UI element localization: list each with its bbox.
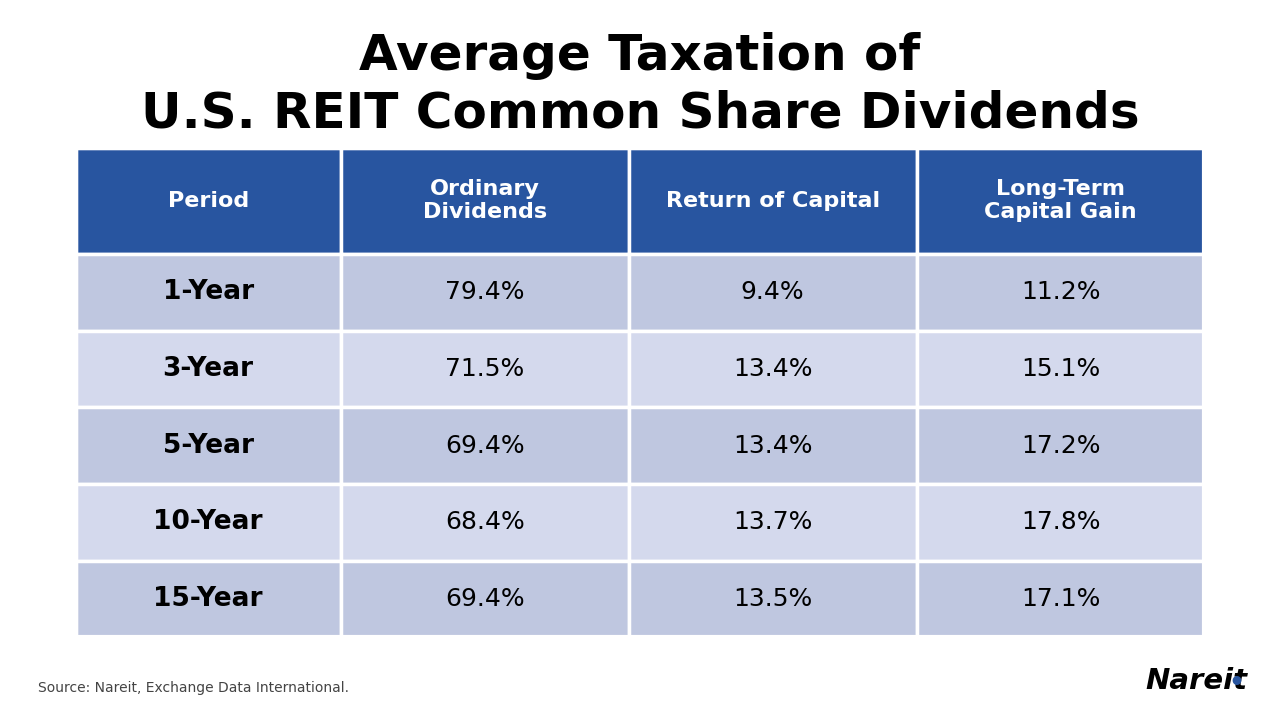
Text: 11.2%: 11.2% [1020,281,1101,305]
Text: 17.2%: 17.2% [1020,433,1101,458]
Text: Average Taxation of
U.S. REIT Common Share Dividends: Average Taxation of U.S. REIT Common Sha… [141,32,1139,138]
Text: Return of Capital: Return of Capital [666,191,879,211]
Text: 71.5%: 71.5% [445,357,525,381]
Text: 68.4%: 68.4% [445,510,525,534]
Text: 69.4%: 69.4% [445,433,525,458]
Text: Nareit: Nareit [1146,667,1248,695]
Text: 13.4%: 13.4% [733,357,813,381]
Text: Long-Term
Capital Gain: Long-Term Capital Gain [984,179,1137,222]
Text: 13.4%: 13.4% [733,433,813,458]
Text: 13.5%: 13.5% [733,587,813,611]
Text: •: • [1229,671,1244,695]
Text: 79.4%: 79.4% [445,281,525,305]
Text: 1-Year: 1-Year [163,279,253,305]
Text: Source: Nareit, Exchange Data International.: Source: Nareit, Exchange Data Internatio… [38,681,349,695]
Text: 3-Year: 3-Year [163,356,253,382]
Text: 13.7%: 13.7% [733,510,813,534]
Text: Ordinary
Dividends: Ordinary Dividends [422,179,547,222]
Text: 17.8%: 17.8% [1020,510,1101,534]
Text: 15-Year: 15-Year [154,586,262,612]
Text: 15.1%: 15.1% [1021,357,1101,381]
Text: 69.4%: 69.4% [445,587,525,611]
Text: Period: Period [168,191,248,211]
Text: 17.1%: 17.1% [1021,587,1101,611]
Text: 10-Year: 10-Year [154,509,262,535]
Text: 5-Year: 5-Year [163,433,253,459]
Text: 9.4%: 9.4% [741,281,804,305]
